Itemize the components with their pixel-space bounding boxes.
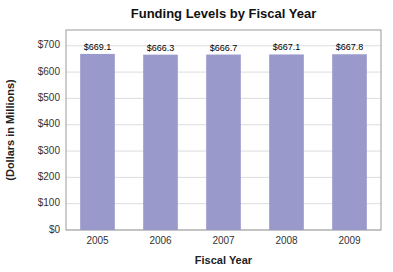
data-label: $666.3 [147, 43, 175, 53]
bar [143, 55, 178, 230]
y-tick-label: $100 [38, 197, 61, 208]
plot-frame [66, 30, 381, 230]
data-label: $669.1 [84, 42, 112, 52]
x-tick-label: 2008 [275, 235, 298, 246]
bar [269, 54, 304, 230]
y-tick-label: $0 [49, 224, 61, 235]
bar [80, 54, 115, 230]
data-label: $667.1 [273, 42, 301, 52]
y-tick-label: $200 [38, 171, 61, 182]
x-tick-label: 2006 [149, 235, 172, 246]
x-axis-label: Fiscal Year [195, 254, 253, 266]
y-tick-label: $700 [38, 39, 61, 50]
title: Funding Levels by Fiscal Year [131, 6, 316, 21]
x-tick-label: 2009 [338, 235, 361, 246]
data-label: $667.8 [336, 42, 364, 52]
y-tick-label: $400 [38, 118, 61, 129]
bars [80, 54, 367, 230]
x-tick-label: 2005 [86, 235, 109, 246]
bar [206, 55, 241, 230]
y-tick-label: $500 [38, 92, 61, 103]
y-tick-label: $300 [38, 145, 61, 156]
y-tick-label: $600 [38, 66, 61, 77]
chart: $0 $100 $200 $300 $400 $500 $600 $700 $669.1 $666… [0, 0, 393, 272]
x-tick-label: 2007 [212, 235, 235, 246]
bar [332, 54, 367, 230]
data-label: $666.7 [210, 43, 238, 53]
y-axis-label: (Dollars in Millions) [4, 79, 16, 181]
